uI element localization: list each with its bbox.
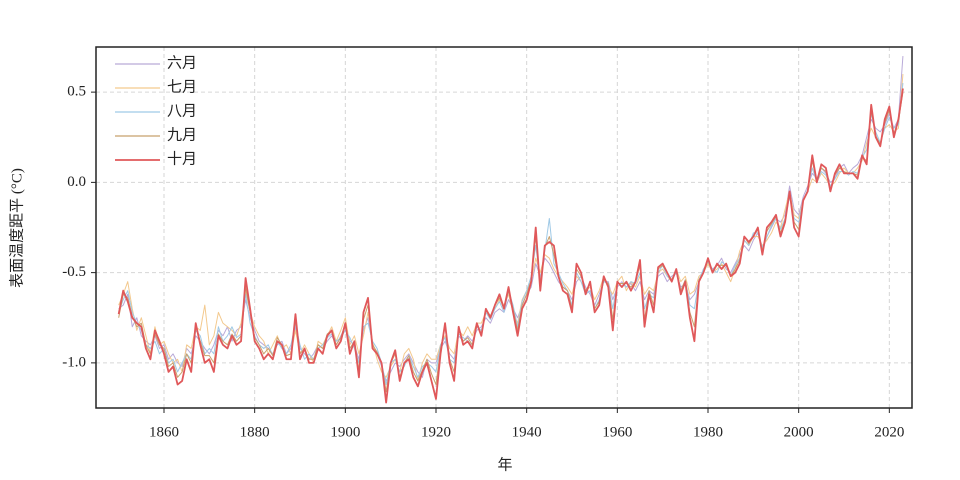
legend-label: 八月 xyxy=(167,103,197,119)
x-tick-label: 2020 xyxy=(874,424,904,440)
plot-frame xyxy=(95,46,913,409)
y-tick-label: 0.5 xyxy=(67,84,86,100)
x-tick-label: 2000 xyxy=(784,424,814,440)
x-tick-label: 1900 xyxy=(330,424,360,440)
series-line xyxy=(118,74,904,382)
y-tick-label: -0.5 xyxy=(62,264,86,280)
legend-label: 九月 xyxy=(167,126,197,143)
x-axis-label: 年 xyxy=(497,456,512,473)
y-tick-label: 0.0 xyxy=(67,174,86,190)
x-tick-label: 1920 xyxy=(421,424,451,440)
series-line xyxy=(118,83,904,386)
x-tick-label: 1960 xyxy=(602,424,632,440)
x-tick-label: 1880 xyxy=(240,424,270,440)
x-tick-label: 1860 xyxy=(149,424,179,440)
x-tick-label: 1980 xyxy=(693,424,723,440)
series-line xyxy=(117,88,904,404)
legend-label: 七月 xyxy=(167,78,197,95)
series-line xyxy=(118,92,904,393)
y-tick-label: -1.0 xyxy=(62,354,86,370)
legend-label: 十月 xyxy=(167,150,197,167)
x-tick-label: 1940 xyxy=(512,424,542,440)
legend-label: 六月 xyxy=(167,54,197,71)
y-axis-label: 表面温度距平 (°C) xyxy=(8,168,25,288)
